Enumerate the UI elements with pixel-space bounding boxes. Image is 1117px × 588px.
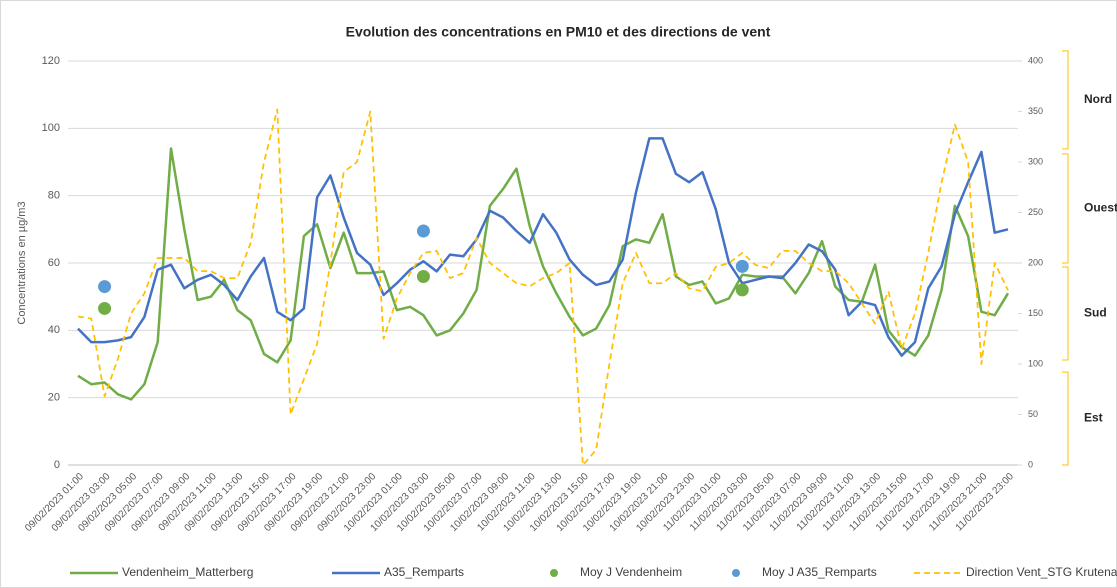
legend-marker bbox=[550, 569, 558, 577]
series-point bbox=[735, 283, 749, 297]
series-point bbox=[416, 224, 430, 238]
series-line bbox=[77, 108, 1009, 466]
y2-tick-label: 250 bbox=[1028, 207, 1043, 217]
series-point bbox=[98, 301, 112, 315]
legend-label: Direction Vent_STG Krutenau degre bbox=[966, 565, 1117, 579]
y2-band-bracket bbox=[1062, 50, 1069, 150]
y2-tick-label: 0 bbox=[1028, 459, 1033, 469]
y2-band-bracket bbox=[1062, 153, 1069, 264]
legend-label: Moy J A35_Remparts bbox=[762, 565, 877, 579]
y2-tick-label: 350 bbox=[1028, 106, 1043, 116]
series-point bbox=[735, 259, 749, 273]
y2-tick-label: 200 bbox=[1028, 257, 1043, 267]
y-tick-label: 0 bbox=[54, 459, 60, 471]
y2-tick-label: 300 bbox=[1028, 156, 1043, 166]
y2-band-bracket bbox=[1062, 266, 1069, 361]
y2-tick-label: 50 bbox=[1028, 409, 1038, 419]
y-tick-label: 80 bbox=[48, 190, 60, 202]
legend-label: A35_Remparts bbox=[384, 565, 464, 579]
chart-title: Evolution des concentrations en PM10 et … bbox=[346, 24, 771, 40]
series-line bbox=[77, 147, 1010, 401]
y2-tick-label: 400 bbox=[1028, 55, 1043, 65]
y2-band-label: Nord bbox=[1084, 92, 1112, 106]
y2-tick-label: 150 bbox=[1028, 308, 1043, 318]
y-tick-label: 120 bbox=[42, 55, 60, 67]
y2-band-label: Est bbox=[1084, 411, 1103, 425]
y2-band-label: Ouest bbox=[1084, 201, 1117, 215]
legend-label: Vendenheim_Matterberg bbox=[122, 565, 253, 579]
legend-label: Moy J Vendenheim bbox=[580, 565, 682, 579]
y-tick-label: 20 bbox=[48, 392, 60, 404]
y-tick-label: 100 bbox=[42, 122, 60, 134]
series-line bbox=[77, 137, 1009, 357]
y-tick-label: 40 bbox=[48, 324, 60, 336]
series-point bbox=[416, 269, 430, 283]
series-point bbox=[98, 280, 112, 294]
y2-band-bracket bbox=[1062, 371, 1069, 466]
y2-tick-label: 100 bbox=[1028, 358, 1043, 368]
y2-band-label: Sud bbox=[1084, 306, 1107, 320]
legend-marker bbox=[732, 569, 740, 577]
y-tick-label: 60 bbox=[48, 257, 60, 269]
y-axis-label: Concentrations en µg/m3 bbox=[16, 201, 28, 324]
